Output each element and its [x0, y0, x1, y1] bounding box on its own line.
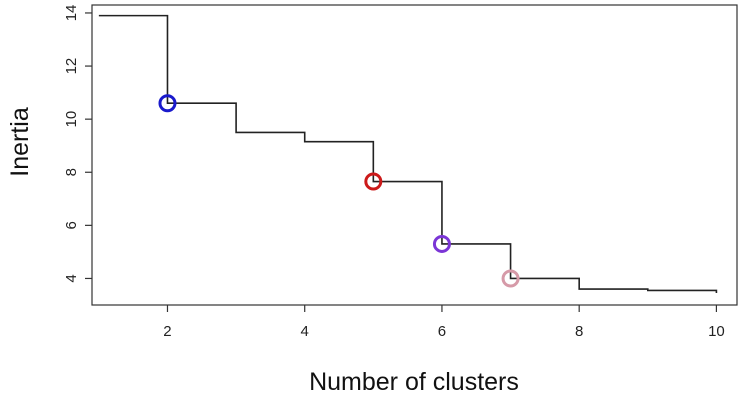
x-axis: 2 4 6 8 10	[163, 305, 725, 340]
x-tick-label: 2	[163, 323, 171, 340]
y-axis-title: Inertia	[6, 107, 34, 177]
x-tick-label: 8	[575, 323, 583, 340]
x-axis-title: Number of clusters	[309, 368, 519, 396]
highlight-point	[432, 234, 451, 253]
series-layer	[98, 14, 718, 294]
highlight-points-layer	[158, 94, 520, 288]
y-tick-label: 12	[63, 58, 80, 75]
highlight-point	[364, 172, 383, 191]
y-tick-label: 6	[63, 221, 80, 229]
highlight-point	[501, 269, 520, 288]
y-tick-label: 14	[63, 5, 80, 22]
x-tick-label: 4	[301, 323, 309, 340]
highlight-point	[158, 94, 177, 113]
y-tick-label: 8	[63, 168, 80, 176]
y-tick-label: 10	[63, 111, 80, 128]
y-tick-label: 4	[63, 274, 80, 282]
inertia-step-line	[98, 14, 718, 294]
x-tick-label: 6	[438, 323, 446, 340]
x-tick-label: 10	[708, 323, 725, 340]
plot-frame	[91, 4, 738, 306]
y-axis: 4 6 8 10 12 14	[63, 5, 92, 283]
